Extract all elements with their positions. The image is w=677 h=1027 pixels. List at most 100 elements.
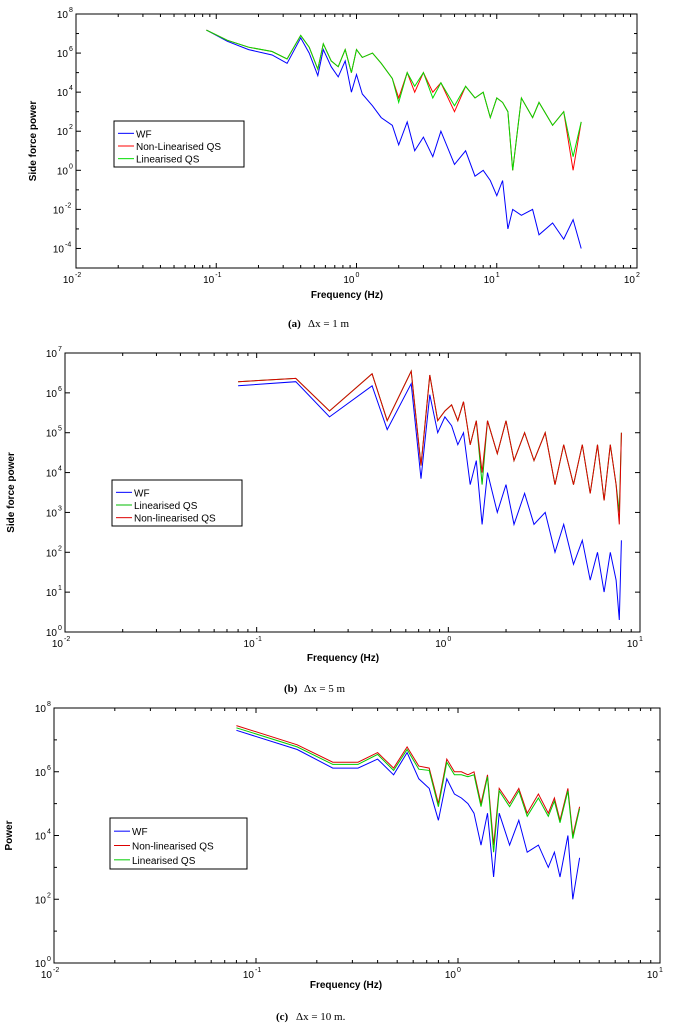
x-tick-label: 10 1	[484, 272, 500, 286]
y-tick-exp: 6	[47, 765, 51, 772]
legend-label: WF	[136, 129, 152, 140]
y-tick-label: 10 -2	[53, 202, 71, 216]
y-axis-label: Side force power	[28, 101, 39, 182]
y-tick-exp: 1	[58, 585, 62, 592]
caption-label: (a)	[288, 318, 301, 330]
x-tick-base: 10	[41, 970, 53, 981]
y-tick-exp: 6	[69, 46, 73, 53]
chart-3: 10 -2 10 -1 10 0 10 110 010 210 410 610 8WFNon-linea…	[4, 701, 663, 1023]
x-tick-base: 10	[63, 275, 75, 286]
y-tick-exp: 8	[47, 701, 51, 708]
y-tick-base: 10	[57, 127, 69, 138]
y-tick-exp: 0	[69, 163, 73, 170]
y-tick-base: 10	[35, 832, 47, 843]
y-tick-label: 10 0	[46, 625, 62, 639]
y-tick-label: 10 -4	[53, 241, 71, 255]
y-tick-exp: 2	[47, 892, 51, 899]
series-line-non-linearised-qs	[236, 725, 581, 846]
series-line-wf	[206, 29, 582, 249]
x-tick-base: 10	[627, 639, 639, 650]
figure-caption: (b) Δx = 5 m	[284, 683, 346, 695]
legend-label: Linearised QS	[134, 501, 198, 512]
legend-box	[111, 479, 243, 527]
caption-text: Δx = 10 m.	[296, 1011, 346, 1023]
y-tick-base: 10	[46, 429, 58, 440]
y-tick-base: 10	[46, 349, 58, 360]
y-tick-exp: 6	[58, 386, 62, 393]
y-axis-label: Power	[4, 820, 15, 850]
x-tick-label: 10 -2	[41, 967, 59, 981]
y-tick-base: 10	[35, 704, 47, 715]
y-tick-label: 10 6	[35, 765, 51, 779]
x-tick-exp: 1	[639, 636, 643, 643]
y-tick-base: 10	[57, 49, 69, 60]
y-tick-base: 10	[53, 205, 65, 216]
y-tick-label: 10 8	[35, 701, 51, 715]
series-line-wf	[236, 729, 581, 900]
x-axis-label: Frequency (Hz)	[310, 980, 382, 991]
x-tick-exp: -2	[75, 272, 81, 279]
y-tick-label: 10 0	[35, 956, 51, 970]
x-tick-label: 10 -1	[243, 967, 261, 981]
y-tick-base: 10	[53, 244, 65, 255]
x-tick-label: 10 0	[343, 272, 359, 286]
x-axis-label: Frequency (Hz)	[311, 290, 383, 301]
legend-box	[109, 817, 248, 870]
caption-text: Δx = 5 m	[304, 683, 346, 695]
y-tick-exp: 0	[47, 956, 51, 963]
y-tick-base: 10	[46, 548, 58, 559]
x-tick-base: 10	[647, 970, 659, 981]
x-tick-base: 10	[435, 639, 447, 650]
x-tick-base: 10	[244, 639, 256, 650]
y-tick-label: 10 4	[46, 466, 62, 480]
y-tick-base: 10	[57, 10, 69, 21]
x-tick-exp: 2	[636, 272, 640, 279]
x-tick-base: 10	[445, 970, 457, 981]
x-tick-exp: 0	[447, 636, 451, 643]
x-tick-label: 10 0	[435, 636, 451, 650]
y-tick-exp: 2	[69, 124, 73, 131]
series-line-linearised-qs	[206, 29, 582, 171]
caption-label: (b)	[284, 683, 298, 695]
x-tick-label: 10 -1	[244, 636, 262, 650]
series-line-wf	[238, 381, 622, 621]
x-tick-label: 10 -1	[203, 272, 221, 286]
y-tick-exp: -4	[65, 241, 71, 248]
legend-label: Linearised QS	[132, 856, 196, 867]
y-tick-label: 10 8	[57, 7, 73, 21]
y-tick-exp: 4	[58, 466, 62, 473]
legend-label: WF	[134, 488, 150, 499]
y-tick-base: 10	[46, 469, 58, 480]
x-tick-exp: -1	[255, 967, 261, 974]
y-tick-label: 10 7	[46, 346, 62, 360]
x-tick-label: 10 1	[647, 967, 663, 981]
x-tick-base: 10	[203, 275, 215, 286]
y-tick-base: 10	[46, 628, 58, 639]
x-tick-base: 10	[52, 639, 64, 650]
y-tick-exp: 4	[47, 829, 51, 836]
x-tick-base: 10	[624, 275, 636, 286]
legend: WF Non-linearised QS Linearised QS	[109, 817, 248, 870]
x-tick-exp: -2	[64, 636, 70, 643]
x-axis-label: Frequency (Hz)	[307, 653, 379, 664]
y-tick-base: 10	[35, 895, 47, 906]
legend-label: Non-linearised QS	[132, 842, 214, 853]
y-tick-exp: 7	[58, 346, 62, 353]
y-tick-base: 10	[35, 768, 47, 779]
x-tick-base: 10	[484, 275, 496, 286]
y-tick-label: 10 6	[57, 46, 73, 60]
legend-label: Non-linearised QS	[134, 514, 216, 525]
caption-label: (c)	[276, 1011, 289, 1023]
y-tick-base: 10	[46, 508, 58, 519]
y-tick-base: 10	[57, 166, 69, 177]
x-tick-label: 10 -2	[52, 636, 70, 650]
legend-label: Linearised QS	[136, 155, 200, 166]
y-tick-base: 10	[46, 389, 58, 400]
x-tick-exp: -1	[215, 272, 221, 279]
caption-text: Δx = 1 m	[308, 318, 350, 330]
x-tick-base: 10	[343, 275, 355, 286]
y-tick-label: 10 6	[46, 386, 62, 400]
series-line-linearised-qs	[236, 727, 581, 853]
x-tick-label: 10 1	[627, 636, 643, 650]
